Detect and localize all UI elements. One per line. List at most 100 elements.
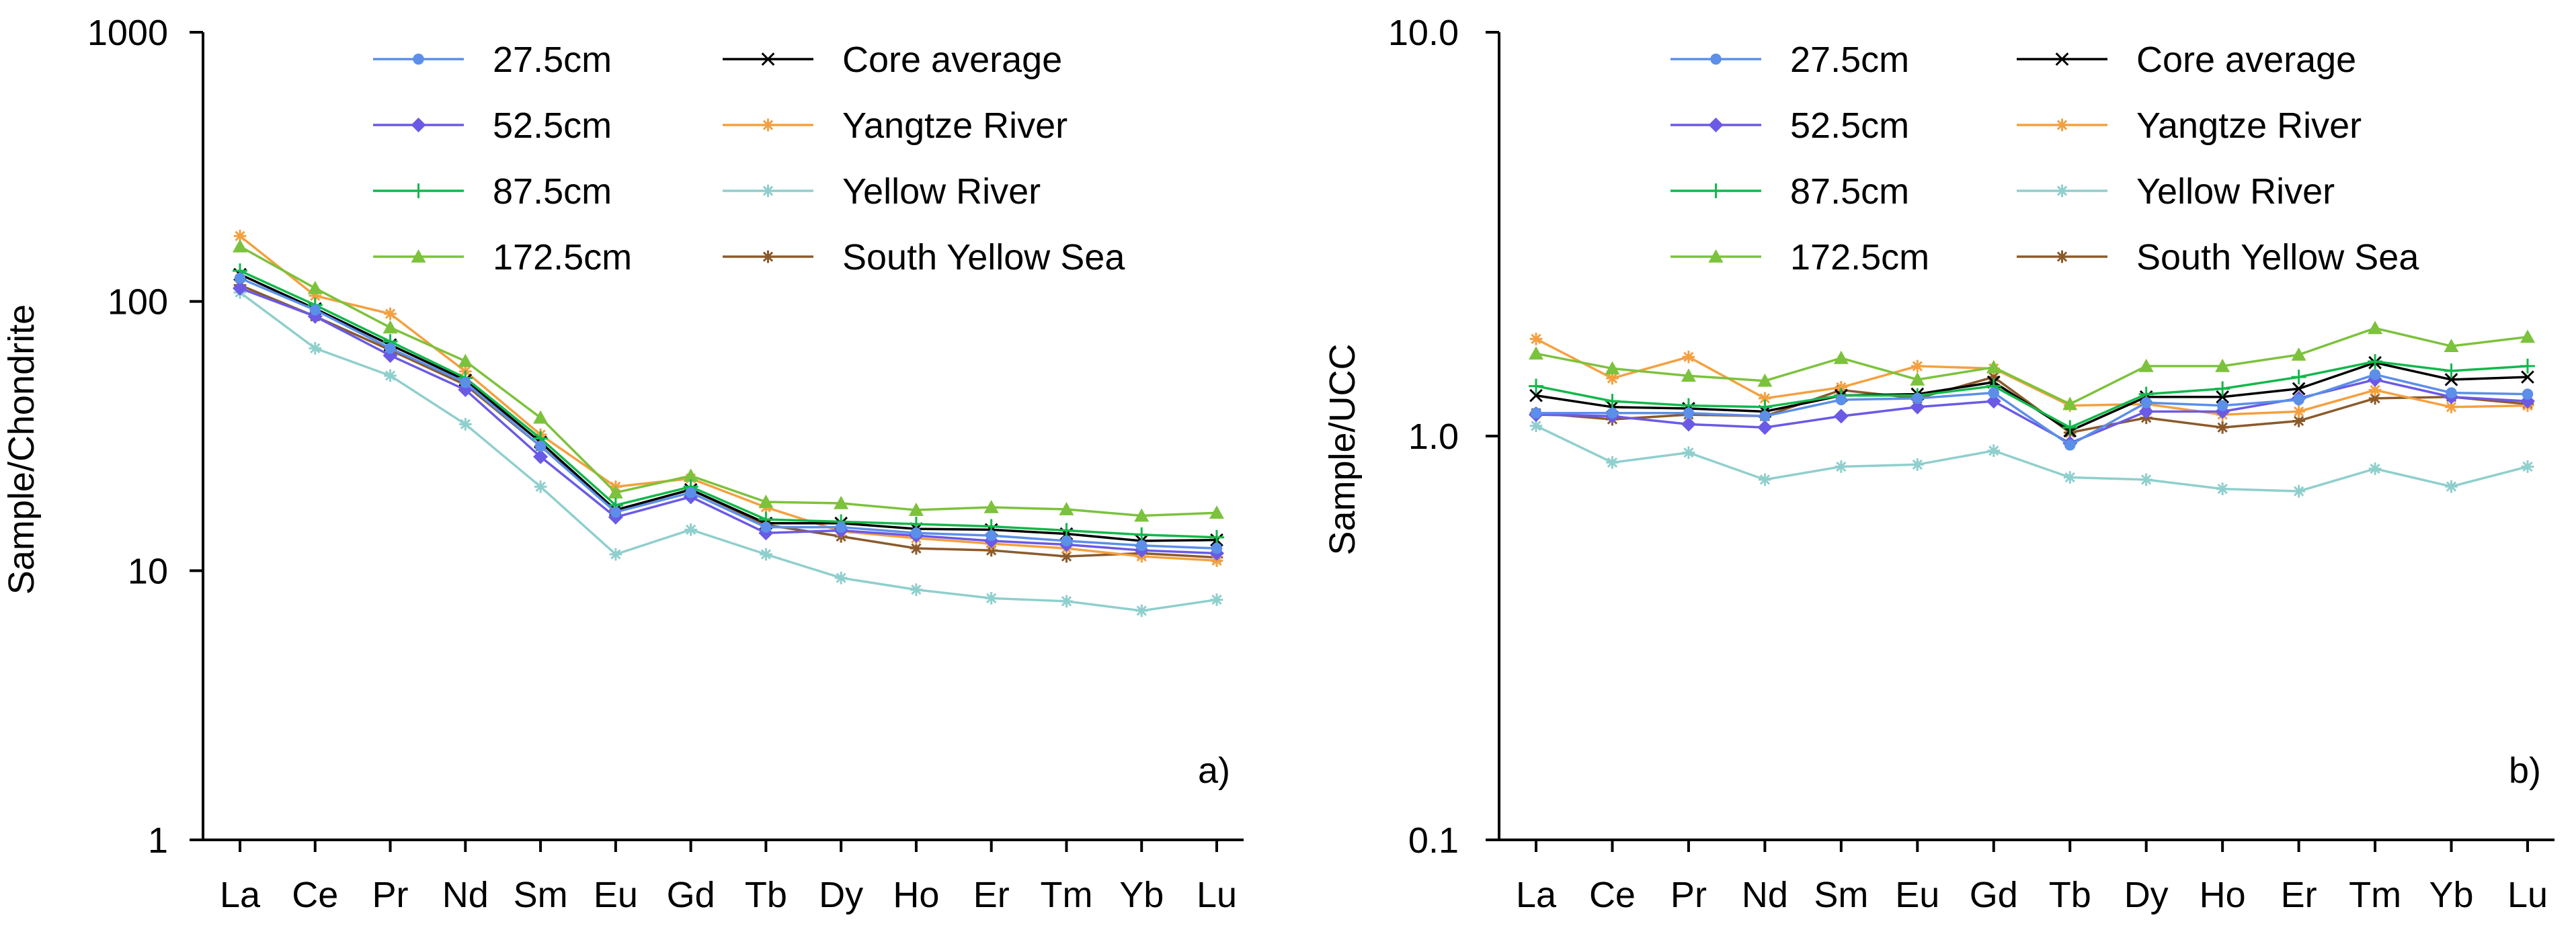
data-point	[1605, 394, 1620, 409]
legend-marker	[1708, 118, 1724, 132]
x-tick-label: Tm	[1040, 875, 1092, 915]
series-line	[1535, 425, 2528, 493]
legend-label: South Yellow Sea	[2136, 237, 2419, 277]
panel-label: b)	[2509, 751, 2541, 791]
legend-item: 52.5cm	[373, 105, 612, 146]
data-point	[910, 583, 923, 596]
data-point	[908, 503, 924, 516]
data-point	[1833, 350, 1849, 364]
data-point	[1607, 407, 1618, 419]
data-point	[835, 521, 847, 533]
data-point	[1529, 388, 1543, 402]
series-line	[239, 291, 1217, 612]
data-point	[760, 521, 772, 533]
x-tick-label: Ho	[2200, 875, 2246, 915]
data-point	[1529, 378, 1543, 394]
series-2	[1529, 354, 2535, 435]
data-point	[1059, 502, 1074, 515]
data-point	[1987, 444, 2001, 458]
legend-item: Yellow River	[723, 171, 1041, 212]
data-point	[2292, 382, 2306, 396]
legend-marker	[411, 118, 426, 132]
data-point	[983, 499, 999, 513]
y-tick-label: 1	[148, 820, 168, 861]
x-tick-label: Sm	[1814, 875, 1868, 915]
data-point	[2062, 396, 2078, 411]
data-point	[307, 280, 323, 294]
data-point	[533, 410, 549, 424]
data-point	[2521, 460, 2534, 473]
series-0	[1530, 369, 2534, 451]
data-point	[2445, 480, 2458, 493]
legend-item: 87.5cm	[373, 171, 612, 212]
data-point	[1529, 333, 1543, 345]
legend-marker	[1708, 249, 1724, 263]
legend-item: 27.5cm	[1671, 40, 1909, 80]
legend-item: Yellow River	[2017, 171, 2335, 212]
data-point	[2140, 396, 2152, 409]
legend-marker	[413, 53, 424, 65]
legend-label: Yangtze River	[2136, 105, 2362, 146]
data-point	[608, 485, 623, 499]
x-tick-label: Lu	[1197, 875, 1237, 915]
data-point	[758, 495, 774, 508]
legend-marker	[411, 183, 426, 198]
data-point	[2216, 400, 2228, 411]
data-point	[1910, 458, 1924, 471]
data-point	[309, 342, 322, 355]
y-tick-label: 10.0	[1388, 13, 1459, 53]
data-point	[1529, 419, 1543, 433]
legend: 27.5cm 52.5cm 87.5cm 172.5cm Core average Yan…	[373, 40, 1125, 277]
legend-label: Core average	[842, 40, 1062, 80]
data-point	[1835, 460, 1848, 473]
legend-item: 172.5cm	[373, 237, 632, 277]
data-point	[760, 548, 772, 561]
legend-marker	[2056, 184, 2068, 198]
x-tick-label: Tm	[2349, 875, 2401, 915]
data-point	[985, 529, 997, 542]
data-point	[458, 353, 473, 368]
data-point	[460, 377, 471, 388]
series-line	[239, 277, 1217, 550]
data-point	[1757, 373, 1773, 387]
data-point	[1835, 381, 1848, 394]
data-point	[2368, 320, 2383, 335]
data-point	[1209, 505, 1224, 519]
data-point	[1135, 540, 1148, 552]
series-line	[239, 245, 1217, 517]
data-point	[1683, 407, 1695, 419]
data-point	[1060, 595, 1073, 608]
y-tick-label: 10	[128, 551, 168, 591]
x-tick-label: Pr	[1671, 875, 1707, 915]
data-point	[1759, 473, 1771, 486]
data-point	[2520, 358, 2535, 374]
data-point	[2368, 354, 2383, 369]
y-tick-label: 0.1	[1408, 820, 1459, 861]
legend-label: 87.5cm	[493, 171, 612, 212]
data-point	[2446, 387, 2457, 398]
legend-label: 52.5cm	[493, 105, 612, 146]
x-tick-label: Yb	[2429, 875, 2474, 915]
data-point	[2292, 415, 2305, 427]
x-tick-label: Gd	[1970, 875, 2018, 915]
data-point	[2140, 473, 2153, 486]
data-point	[1910, 372, 1925, 386]
x-tick-label: Pr	[372, 875, 409, 915]
data-point	[910, 527, 922, 539]
y-axis-label: Sample/Chondrite	[1, 304, 42, 595]
legend-label: 52.5cm	[1790, 105, 1909, 146]
legend-label: Yangtze River	[842, 105, 1068, 146]
x-tick-label: Yb	[1119, 875, 1164, 915]
series-3	[233, 239, 1224, 522]
data-point	[2368, 462, 2382, 475]
legend-label: Core average	[2136, 40, 2356, 80]
legend-marker	[762, 250, 774, 263]
x-tick-label: La	[220, 875, 261, 915]
legend-item: Core average	[2017, 40, 2356, 80]
data-point	[534, 480, 547, 493]
data-point	[2064, 439, 2076, 451]
series-line	[239, 269, 1217, 539]
data-point	[1210, 593, 1223, 606]
x-tick-label: Ce	[1589, 875, 1636, 915]
